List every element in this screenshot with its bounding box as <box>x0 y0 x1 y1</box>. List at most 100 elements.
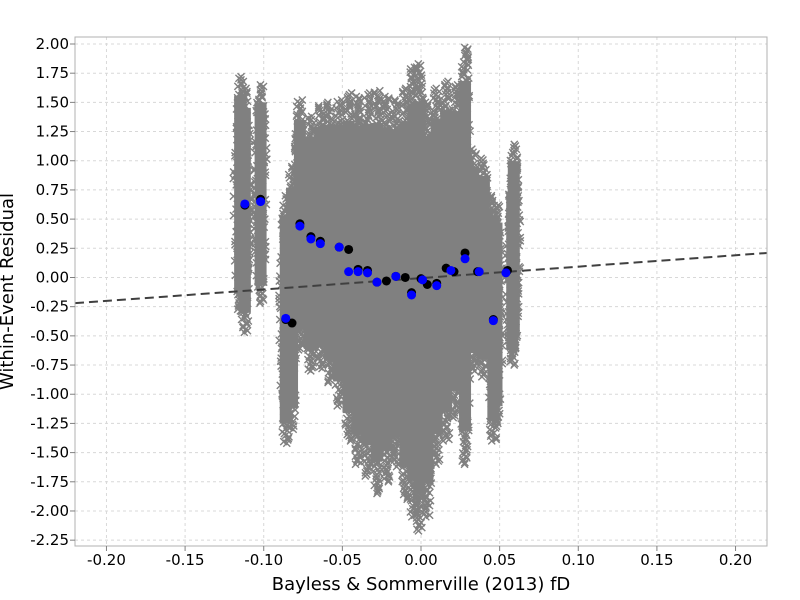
residual-marker <box>317 187 326 196</box>
residual-marker <box>322 262 331 271</box>
residual-marker <box>310 266 319 275</box>
residual-marker <box>368 378 377 387</box>
residual-marker <box>321 307 330 316</box>
residual-marker <box>387 337 396 346</box>
residual-marker <box>359 179 368 188</box>
residual-marker <box>321 203 330 212</box>
residual-marker <box>324 378 333 387</box>
residual-marker <box>321 281 330 290</box>
residual-marker <box>298 141 307 150</box>
residual-marker <box>388 160 397 169</box>
residual-marker <box>250 177 259 186</box>
residual-marker <box>324 151 333 160</box>
residual-marker <box>368 245 377 254</box>
residual-marker <box>309 245 318 254</box>
residual-marker <box>322 304 331 313</box>
residual-marker <box>246 194 255 203</box>
residual-marker <box>371 149 380 158</box>
residual-marker <box>370 481 379 490</box>
residual-marker <box>351 111 360 120</box>
residual-marker <box>342 354 351 363</box>
residual-marker <box>378 381 387 390</box>
residual-marker <box>379 143 388 152</box>
residual-marker <box>378 423 387 432</box>
residual-marker <box>329 236 338 245</box>
residual-marker <box>340 184 349 193</box>
residual-scatter <box>229 43 525 535</box>
residual-marker <box>342 390 351 399</box>
residual-marker <box>290 364 299 373</box>
residual-marker <box>338 288 347 297</box>
residual-marker <box>387 343 396 352</box>
residual-marker <box>284 434 293 443</box>
residual-marker <box>380 299 389 308</box>
residual-marker <box>314 138 323 147</box>
residual-marker <box>367 174 376 183</box>
residual-marker <box>354 116 363 125</box>
residual-marker <box>342 414 351 423</box>
residual-marker <box>238 140 247 149</box>
residual-marker <box>240 276 249 285</box>
residual-marker <box>346 436 355 445</box>
residual-marker <box>376 367 385 376</box>
residual-marker <box>333 155 342 164</box>
residual-marker <box>348 184 357 193</box>
residual-marker <box>320 178 329 187</box>
residual-marker <box>331 361 340 370</box>
residual-marker <box>282 439 291 448</box>
residual-marker <box>384 94 393 103</box>
residual-marker <box>260 223 269 232</box>
residual-marker <box>378 411 387 420</box>
residual-marker <box>354 102 363 111</box>
residual-marker <box>361 248 370 257</box>
residual-marker <box>312 222 321 231</box>
residual-marker <box>243 150 252 159</box>
residual-marker <box>351 444 360 453</box>
residual-marker <box>358 195 367 204</box>
residual-marker <box>347 301 356 310</box>
residual-marker <box>244 157 253 166</box>
residual-marker <box>276 259 285 268</box>
residual-marker <box>275 291 283 300</box>
residual-marker <box>349 310 358 319</box>
residual-marker <box>320 323 329 332</box>
residual-marker <box>289 425 298 434</box>
residual-marker <box>373 489 381 498</box>
residual-marker <box>311 290 320 299</box>
residual-marker <box>359 368 368 377</box>
residual-marker <box>260 156 269 165</box>
residual-marker <box>376 238 385 247</box>
residual-marker <box>369 170 378 179</box>
residual-marker <box>361 471 370 480</box>
residual-marker <box>238 234 246 243</box>
residual-marker <box>369 218 378 227</box>
grid <box>75 37 767 546</box>
residual-marker <box>256 297 265 306</box>
residual-marker <box>318 364 327 373</box>
residual-marker <box>348 320 357 329</box>
residual-marker <box>384 477 393 486</box>
residual-marker <box>370 333 379 342</box>
residual-marker <box>276 381 285 390</box>
residual-marker <box>330 352 339 360</box>
residual-marker <box>357 340 366 349</box>
residual-marker <box>368 168 377 177</box>
residual-marker <box>259 163 268 172</box>
residual-marker <box>323 227 332 236</box>
residual-marker <box>262 143 271 152</box>
residual-marker <box>384 476 393 485</box>
residual-marker <box>358 291 367 300</box>
residual-column <box>249 80 271 308</box>
residual-marker <box>251 140 260 149</box>
residual-marker <box>284 302 293 311</box>
residual-marker <box>252 211 261 220</box>
residual-marker <box>255 299 264 308</box>
residual-marker <box>377 344 386 353</box>
residual-marker <box>250 166 259 175</box>
residual-marker <box>396 140 405 149</box>
residual-marker <box>386 227 395 236</box>
residual-marker <box>250 148 259 157</box>
residual-marker <box>275 276 284 285</box>
residual-marker <box>291 242 300 251</box>
residual-marker <box>369 447 378 456</box>
